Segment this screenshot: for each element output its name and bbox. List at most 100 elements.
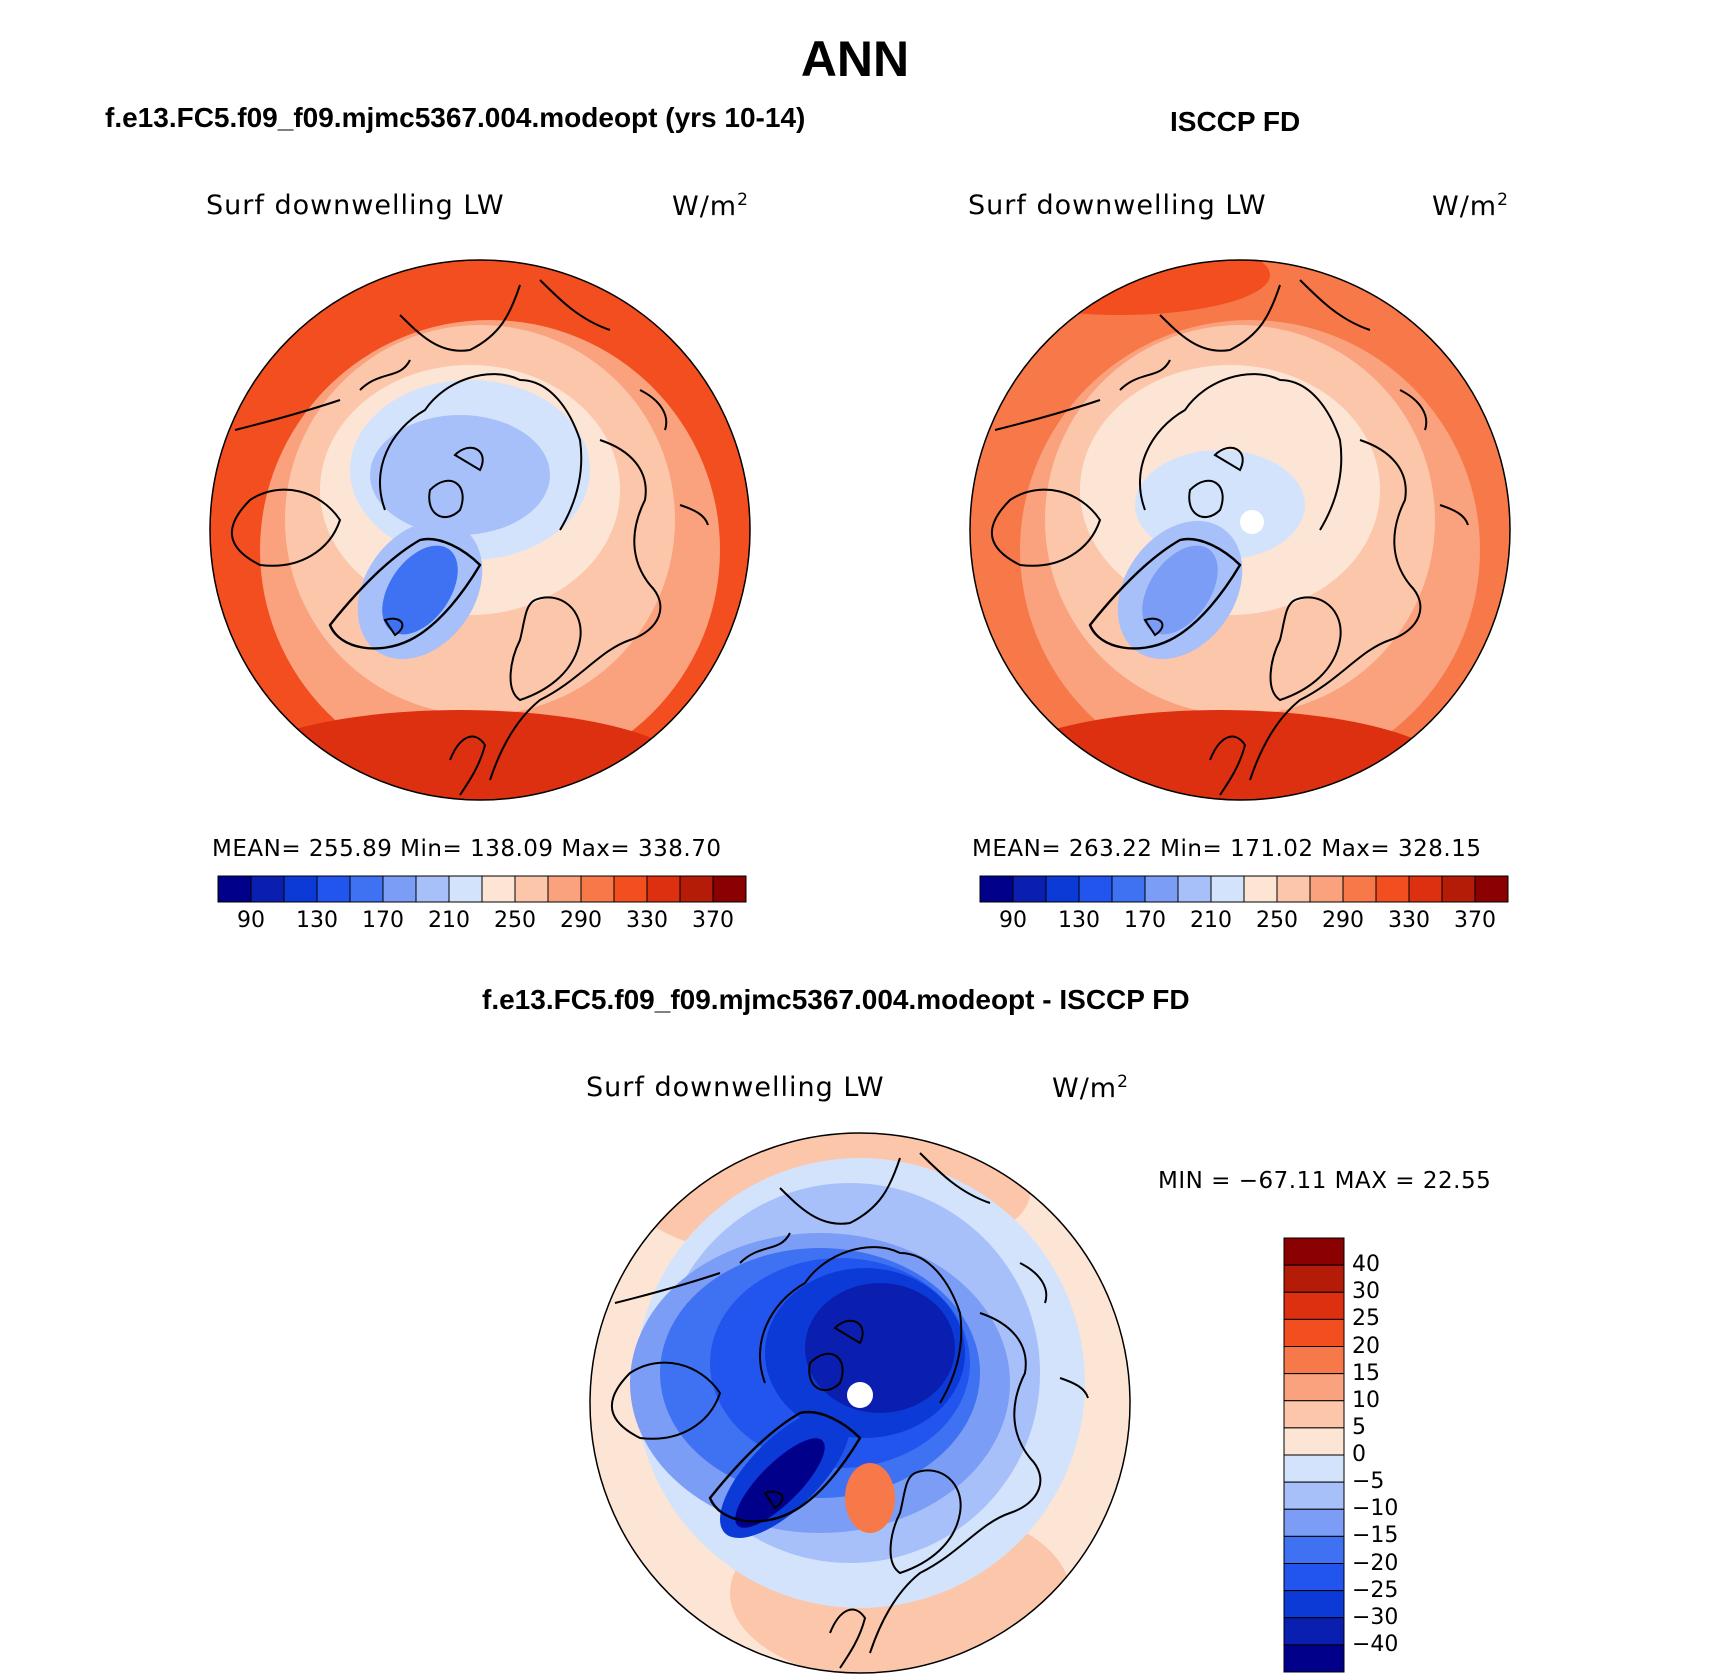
field-band <box>845 1463 895 1533</box>
panel3-stats: MIN = −67.11 MAX = 22.55 <box>1158 1168 1492 1194</box>
colorbar-box <box>580 875 615 903</box>
colorbar-box <box>316 875 351 903</box>
colorbar-tick-label: −25 <box>1352 1577 1399 1603</box>
map-boundary <box>589 1132 1131 1674</box>
colorbar-tick-label: 370 <box>692 908 734 933</box>
colorbar-box <box>1283 1291 1345 1320</box>
colorbar-tick-label: −5 <box>1352 1469 1385 1495</box>
colorbar-tick-label: 90 <box>999 908 1027 933</box>
colorbar-tick-label: −10 <box>1352 1496 1399 1522</box>
colorbar-tick-label: 170 <box>1124 908 1166 933</box>
colorbar-box <box>481 875 516 903</box>
colorbar-tick-label: 5 <box>1352 1414 1366 1440</box>
colorbar-box <box>979 875 1014 903</box>
panel2-title: ISCCP FD <box>1170 106 1301 137</box>
colorbar-box <box>1283 1237 1345 1266</box>
colorbar-box <box>1045 875 1080 903</box>
colorbar-box <box>415 875 450 903</box>
colorbar-tick-label: −20 <box>1352 1550 1399 1576</box>
colorbar-box <box>448 875 483 903</box>
colorbar-tick-label: 250 <box>494 908 536 933</box>
panel1-units-label: W/m2 <box>672 190 749 222</box>
colorbar-box <box>646 875 681 903</box>
field-band <box>220 710 700 800</box>
panel1-colorbar <box>217 875 747 903</box>
colorbar-box <box>1283 1318 1345 1347</box>
field-band <box>805 1283 955 1413</box>
panel2-units-label: W/m2 <box>1432 190 1509 222</box>
colorbar-box <box>382 875 417 903</box>
colorbar-box <box>283 875 318 903</box>
colorbar-tick-label: 210 <box>1190 908 1232 933</box>
colorbar-box <box>1283 1373 1345 1402</box>
colorbar-box <box>1012 875 1047 903</box>
colorbar-box <box>712 875 747 903</box>
map-boundary <box>969 259 1511 801</box>
panel2-stats: MEAN= 263.22 Min= 171.02 Max= 328.15 <box>972 836 1482 862</box>
colorbar-tick-label: 290 <box>560 908 602 933</box>
colorbar-box <box>1283 1400 1345 1429</box>
colorbar-tick-label: 250 <box>1256 908 1298 933</box>
map-panel-3 <box>590 1133 1130 1673</box>
colorbar-box <box>1283 1508 1345 1537</box>
colorbar-box <box>1283 1346 1345 1375</box>
field-band <box>370 415 550 535</box>
colorbar-tick-label: 30 <box>1352 1279 1380 1305</box>
colorbar-box <box>547 875 582 903</box>
colorbar-box <box>1243 875 1278 903</box>
field-band <box>382 545 458 635</box>
pole-missing-data <box>1240 510 1264 534</box>
colorbar-box <box>1144 875 1179 903</box>
colorbar-box <box>679 875 714 903</box>
colorbar-tick-label: 90 <box>237 908 265 933</box>
map-panel-1 <box>210 260 750 800</box>
map-panel-2 <box>970 260 1510 800</box>
colorbar-tick-label: 15 <box>1352 1360 1380 1386</box>
colorbar-box <box>1441 875 1476 903</box>
colorbar-tick-label: 20 <box>1352 1333 1380 1359</box>
panel2-colorbar <box>979 875 1509 903</box>
colorbar-box <box>217 875 252 903</box>
colorbar-tick-label: 370 <box>1454 908 1496 933</box>
colorbar-tick-label: 10 <box>1352 1387 1380 1413</box>
colorbar-box <box>1111 875 1146 903</box>
colorbar-box <box>1283 1427 1345 1456</box>
colorbar-tick-label: 330 <box>626 908 668 933</box>
colorbar-tick-label: 170 <box>362 908 404 933</box>
colorbar-box <box>1210 875 1245 903</box>
colorbar-box <box>1283 1563 1345 1592</box>
pole-missing-data <box>847 1382 873 1408</box>
colorbar-tick-label: 40 <box>1352 1252 1380 1278</box>
colorbar-box <box>1309 875 1344 903</box>
colorbar-box <box>250 875 285 903</box>
colorbar-tick-label: 0 <box>1352 1442 1366 1467</box>
colorbar-tick-label: 330 <box>1388 908 1430 933</box>
field-band <box>980 710 1460 800</box>
panel1-title: f.e13.FC5.f09_f09.mjmc5367.004.modeopt (… <box>105 102 806 133</box>
colorbar-box <box>1283 1535 1345 1564</box>
colorbar-box <box>1342 875 1377 903</box>
colorbar-box <box>1283 1481 1345 1510</box>
colorbar-tick-label: 130 <box>296 908 338 933</box>
colorbar-tick-label: 130 <box>1058 908 1100 933</box>
colorbar-tick-label: 290 <box>1322 908 1364 933</box>
panel3-units-label: W/m2 <box>1052 1072 1129 1104</box>
field-band <box>970 260 1270 315</box>
colorbar-box <box>1283 1454 1345 1483</box>
field-band <box>735 1438 825 1528</box>
colorbar-box <box>613 875 648 903</box>
colorbar-box <box>1283 1264 1345 1293</box>
field-band <box>210 260 510 315</box>
map-boundary <box>209 259 751 801</box>
colorbar-box <box>1283 1644 1345 1673</box>
colorbar-box <box>1283 1590 1345 1619</box>
panel3-title: f.e13.FC5.f09_f09.mjmc5367.004.modeopt -… <box>482 984 1190 1015</box>
colorbar-box <box>1283 1617 1345 1646</box>
colorbar-box <box>1177 875 1212 903</box>
colorbar-box <box>349 875 384 903</box>
panel3-colorbar <box>1283 1237 1345 1673</box>
main-title: ANN <box>800 31 910 87</box>
panel1-variable-label: Surf downwelling LW <box>206 190 505 221</box>
colorbar-box <box>1474 875 1509 903</box>
